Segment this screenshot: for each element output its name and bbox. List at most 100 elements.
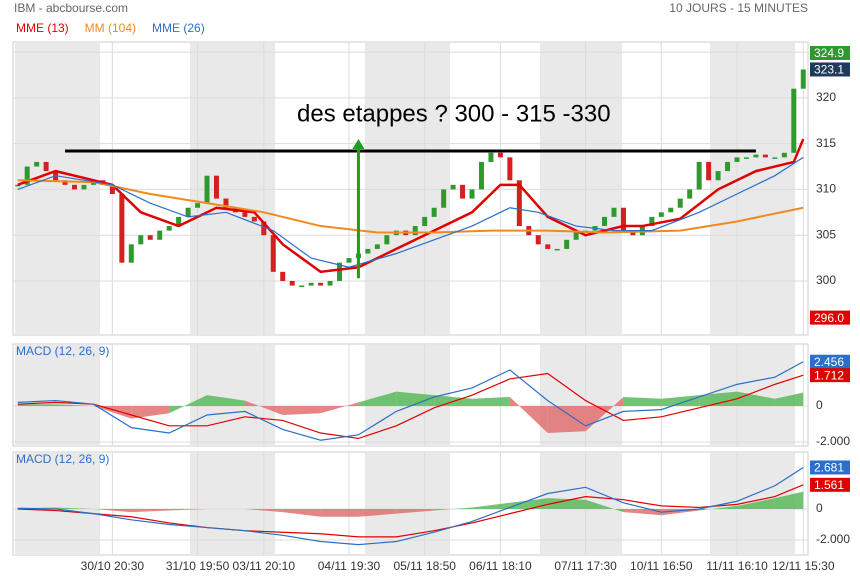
histogram-area <box>547 405 586 434</box>
histogram-area <box>282 405 321 416</box>
candle <box>800 69 806 89</box>
candle <box>743 157 749 159</box>
day-band <box>15 453 100 555</box>
candle <box>564 239 570 249</box>
candle <box>706 161 712 181</box>
candle <box>753 154 759 158</box>
candle <box>176 216 182 227</box>
ma-line <box>17 138 805 274</box>
x-tick-label: 11/11 16:10 <box>706 559 768 573</box>
candle <box>289 280 295 286</box>
candle <box>138 235 144 245</box>
histogram-area <box>244 400 283 416</box>
candle <box>204 175 210 204</box>
value-box <box>810 368 850 383</box>
signal-line <box>17 484 804 538</box>
macd-line <box>17 466 804 546</box>
histogram-area <box>131 508 170 513</box>
macd-line <box>17 361 804 441</box>
value-box <box>810 477 850 492</box>
candle <box>242 212 248 217</box>
candle <box>213 175 219 199</box>
candle <box>488 152 494 162</box>
candle <box>611 207 617 217</box>
day-band <box>190 453 275 555</box>
histogram-area <box>169 508 208 511</box>
histogram-area <box>699 505 738 511</box>
candle <box>412 226 418 236</box>
histogram-area <box>585 499 624 513</box>
histogram-area <box>509 396 548 434</box>
candle <box>441 189 447 208</box>
histogram-area <box>169 395 208 414</box>
candle <box>34 161 40 167</box>
x-tick-label: 05/11 18:50 <box>393 559 456 573</box>
value-box <box>810 45 850 60</box>
candle <box>649 216 655 227</box>
y-tick-label: -2.000 <box>816 532 850 546</box>
histogram-area <box>547 498 586 509</box>
candle <box>81 184 87 190</box>
panel-title: MACD (12, 26, 9) <box>16 452 109 466</box>
x-tick-label: 04/11 19:30 <box>318 559 381 573</box>
candle <box>715 171 721 181</box>
histogram-area <box>396 391 435 406</box>
x-tick-label: 31/10 19:50 <box>166 559 230 573</box>
candle <box>469 189 475 199</box>
histogram-area <box>131 405 170 419</box>
histogram-area <box>434 507 473 511</box>
candle <box>772 157 778 159</box>
candle <box>497 152 503 158</box>
legend-entry: MM (104) <box>85 21 136 35</box>
candle <box>725 161 731 172</box>
period: 10 JOURS - 15 MINUTES <box>669 1 808 15</box>
chart-header: IBM - abcbourse.com <box>14 1 128 15</box>
histogram-area <box>661 395 700 406</box>
ma-line <box>17 156 804 268</box>
candle <box>147 235 153 240</box>
candle <box>365 248 371 254</box>
candle <box>602 216 608 227</box>
value-box-label: 324.9 <box>814 46 844 60</box>
histogram-area <box>320 402 359 414</box>
candle <box>696 161 702 190</box>
x-tick-label: 06/11 18:10 <box>469 559 532 573</box>
candle <box>327 280 333 286</box>
candle <box>422 216 428 227</box>
y-tick-label: 310 <box>816 182 836 196</box>
value-box-label: 323.1 <box>814 63 844 77</box>
value-box <box>810 354 850 369</box>
candle <box>308 282 314 286</box>
day-band <box>190 345 275 446</box>
candle <box>734 157 740 162</box>
x-tick-label: 10/11 16:50 <box>630 559 693 573</box>
candle <box>658 212 664 217</box>
histogram-area <box>737 498 775 509</box>
candle <box>677 198 683 208</box>
candle <box>687 189 693 199</box>
y-tick-label: 300 <box>816 273 836 287</box>
value-box <box>810 62 850 77</box>
candle <box>119 193 125 263</box>
y-tick-label: 320 <box>816 90 836 104</box>
histogram-area <box>774 392 804 406</box>
histogram-area <box>358 508 397 517</box>
histogram-area <box>358 391 397 406</box>
candle <box>630 230 636 236</box>
panel-title: MACD (12, 26, 9) <box>16 344 109 358</box>
y-tick-label: 305 <box>816 227 836 241</box>
histogram-area <box>396 508 435 514</box>
candle <box>478 161 484 190</box>
histogram-area <box>623 508 662 516</box>
histogram-area <box>661 508 700 516</box>
candle <box>299 285 305 288</box>
value-box-label: 2.681 <box>814 461 844 475</box>
histogram-area <box>699 391 738 406</box>
candle <box>431 207 437 217</box>
value-box-label: 1.712 <box>814 368 844 382</box>
value-box-label: 2.456 <box>814 355 844 369</box>
candle <box>270 235 276 272</box>
histogram-area <box>207 395 245 406</box>
candle <box>15 184 21 187</box>
candle <box>337 262 343 281</box>
